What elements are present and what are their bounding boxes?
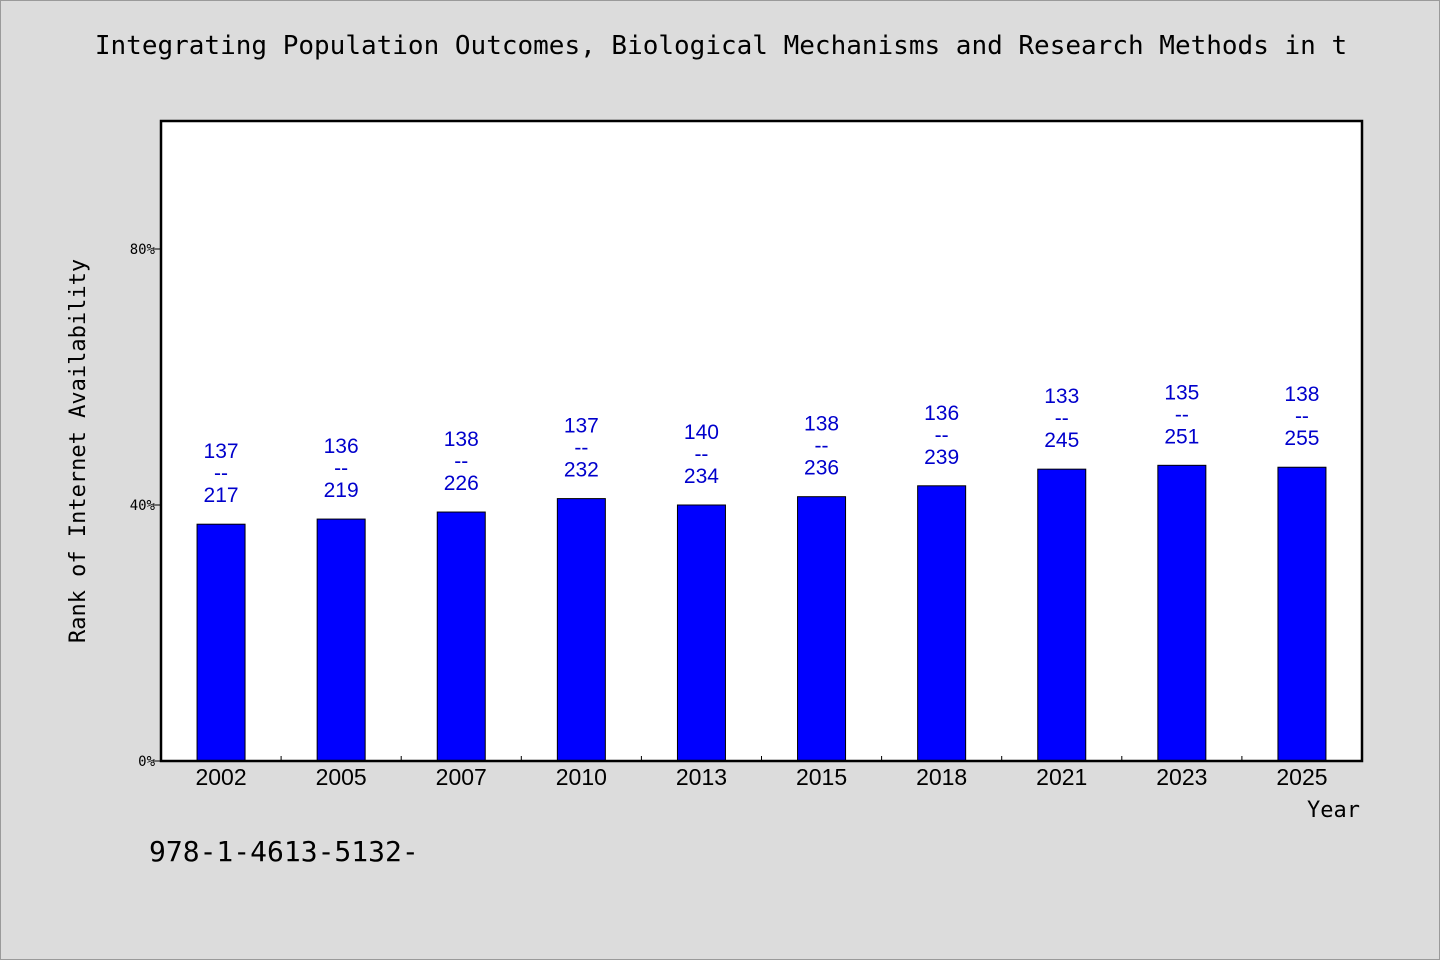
bar-data-label: 217: [204, 484, 239, 507]
bar: [917, 485, 967, 762]
bar-data-label: 138: [804, 413, 839, 436]
bar-data-label: --: [935, 424, 949, 447]
bar-data-label: 239: [924, 446, 959, 469]
x-tick-label: 2002: [195, 764, 246, 790]
x-tick-label: 2010: [556, 764, 607, 790]
footer-isbn-text: 978-1-4613-5132-: [149, 835, 419, 868]
bar-data-label: 219: [324, 479, 359, 502]
bar-data-label: --: [334, 457, 348, 480]
bar-data-label: 236: [804, 457, 839, 480]
bar: [1277, 466, 1327, 762]
y-tick-label: 80%: [130, 242, 156, 258]
bar-data-label: --: [815, 435, 829, 458]
bar: [797, 496, 847, 762]
plot-frame: [159, 119, 1364, 763]
x-tick-label: 2023: [1156, 764, 1207, 790]
x-tick-label: 2025: [1276, 764, 1327, 790]
x-tick-label: 2015: [796, 764, 847, 790]
bar: [196, 523, 246, 762]
bar-data-label: 232: [564, 459, 599, 482]
bar-data-label: 251: [1164, 425, 1199, 448]
bar-data-label: 137: [204, 440, 239, 463]
bar: [676, 504, 726, 762]
bar-data-label: 138: [1284, 383, 1319, 406]
bar: [1157, 464, 1207, 762]
bar-data-label: --: [1055, 407, 1069, 430]
bar-data-label: --: [1175, 403, 1189, 426]
x-tick-label: 2007: [436, 764, 487, 790]
bar-data-label: --: [694, 443, 708, 466]
bar-data-label: --: [214, 462, 228, 485]
bar: [316, 518, 366, 762]
bar-data-label: 245: [1044, 429, 1079, 452]
chart-title: Integrating Population Outcomes, Biologi…: [94, 31, 1348, 61]
bar-data-label: 226: [444, 472, 479, 495]
y-tick-label: 40%: [130, 498, 156, 514]
bar-data-label: 133: [1044, 385, 1079, 408]
x-tick-label: 2005: [316, 764, 367, 790]
bar-data-label: --: [454, 450, 468, 473]
bar-data-label: 140: [684, 421, 719, 444]
y-axis-title: Rank of Internet Availability: [66, 259, 91, 643]
bar-data-label: 136: [924, 402, 959, 425]
bar-data-label: --: [1295, 405, 1309, 428]
bar-data-label: 137: [564, 415, 599, 438]
bar-data-label: 135: [1164, 381, 1199, 404]
x-tick-label: 2018: [916, 764, 967, 790]
x-tick-label: 2013: [676, 764, 727, 790]
bar-data-label: 138: [444, 428, 479, 451]
x-axis-title: Year: [1307, 798, 1360, 823]
bar: [436, 511, 486, 762]
bar-data-label: --: [574, 437, 588, 460]
bar: [556, 498, 606, 762]
bar-data-label: 136: [324, 435, 359, 458]
bar-data-label: 234: [684, 465, 719, 488]
bar: [1037, 468, 1087, 762]
bar-data-label: 255: [1284, 427, 1319, 450]
y-tick-label: 0%: [138, 754, 155, 770]
x-tick-label: 2021: [1036, 764, 1087, 790]
